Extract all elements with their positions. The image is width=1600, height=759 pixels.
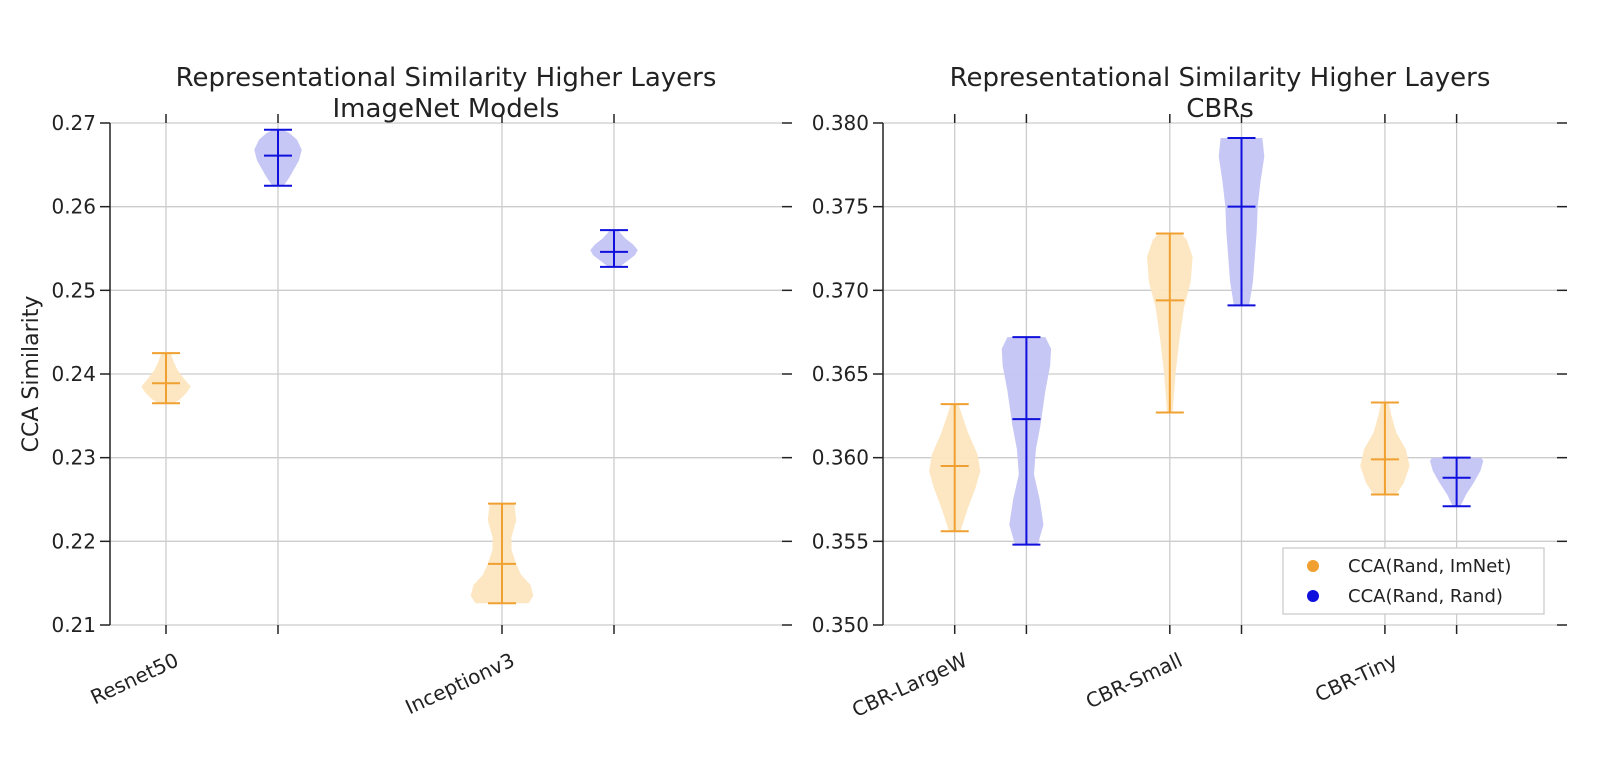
legend-label: CCA(Rand, ImNet) <box>1348 556 1511 577</box>
panel-cbrs: 0.350 0.355 0.360 0.365 0.370 0.375 0.380 CBR-L… <box>812 63 1567 722</box>
legend-marker <box>1307 590 1319 602</box>
y-tick-label: 0.25 <box>51 278 96 302</box>
y-tick-label: 0.23 <box>51 446 96 470</box>
legend-label: CCA(Rand, Rand) <box>1348 586 1503 607</box>
y-axis-label: CCA Similarity <box>19 296 44 453</box>
x-category-label: CBR-LargeW <box>848 648 971 722</box>
y-tick-label: 0.370 <box>812 278 869 302</box>
x-category-label: Resnet50 <box>87 648 182 709</box>
x-category-label: CBR-Small <box>1082 648 1186 714</box>
chart-subtitle: ImageNet Models <box>333 94 560 124</box>
y-tick-label: 0.380 <box>812 111 869 135</box>
x-category-label: CBR-Tiny <box>1311 648 1401 707</box>
y-tick-label: 0.26 <box>51 195 96 219</box>
y-tick-label: 0.350 <box>812 613 869 637</box>
y-tick-label: 0.375 <box>812 195 869 219</box>
y-tick-label: 0.21 <box>51 613 96 637</box>
legend-box <box>1282 547 1545 615</box>
panel-imagenet-models: 0.21 0.22 0.23 0.24 0.25 0.26 0.27 Resnet50 Ince… <box>19 63 792 719</box>
y-tick-label: 0.365 <box>812 362 869 386</box>
legend-marker <box>1307 560 1319 572</box>
chart-title: Representational Similarity Higher Layer… <box>950 63 1491 93</box>
y-tick-label: 0.24 <box>51 362 96 386</box>
chart-subtitle: CBRs <box>1186 94 1254 124</box>
chart-title: Representational Similarity Higher Layer… <box>176 63 717 93</box>
y-tick-label: 0.22 <box>51 529 96 553</box>
legend: CCA(Rand, ImNet) CCA(Rand, Rand) <box>1282 547 1545 615</box>
y-tick-label: 0.27 <box>51 111 96 135</box>
y-tick-label: 0.360 <box>812 446 869 470</box>
x-category-label: Inceptionv3 <box>402 648 519 719</box>
y-tick-label: 0.355 <box>812 529 869 553</box>
